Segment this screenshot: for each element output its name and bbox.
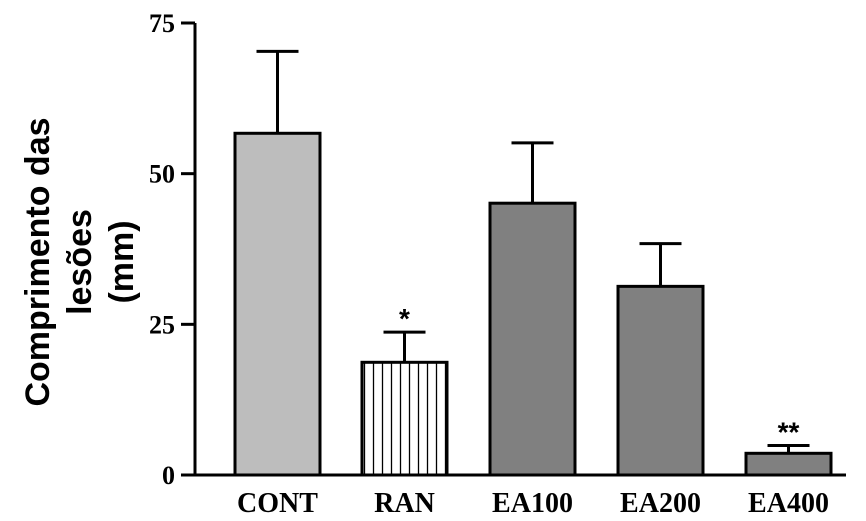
x-tick-label: EA200 — [620, 488, 701, 519]
x-tick-label: RAN — [374, 488, 435, 519]
y-tick-label: 50 — [149, 160, 175, 189]
bar — [616, 284, 705, 477]
bars — [233, 49, 833, 477]
x-tick-label: EA100 — [492, 488, 573, 519]
y-axis-title-line-2: lesões — [61, 209, 99, 315]
significance-annotations: *** — [399, 303, 799, 447]
significance-label: ** — [778, 416, 800, 447]
y-axis-title-line-1: Comprimento das — [19, 117, 57, 406]
bar — [488, 201, 577, 477]
y-axis-title: Comprimento das lesões (mm) — [19, 117, 141, 406]
significance-label: * — [399, 303, 410, 334]
x-tick-label: CONT — [237, 488, 318, 519]
bar — [744, 451, 833, 477]
bar — [233, 131, 322, 477]
y-axis-ticks: 0 25 50 75 — [149, 9, 195, 490]
bar — [360, 360, 449, 477]
y-tick-label: 25 — [149, 310, 175, 339]
y-tick-label: 0 — [162, 461, 175, 490]
x-axis-ticks: CONT RAN EA100 EA200 EA400 — [237, 488, 829, 519]
y-axis-title-line-3: (mm) — [103, 220, 141, 303]
y-tick-label: 75 — [149, 9, 175, 38]
x-tick-label: EA400 — [748, 488, 829, 519]
